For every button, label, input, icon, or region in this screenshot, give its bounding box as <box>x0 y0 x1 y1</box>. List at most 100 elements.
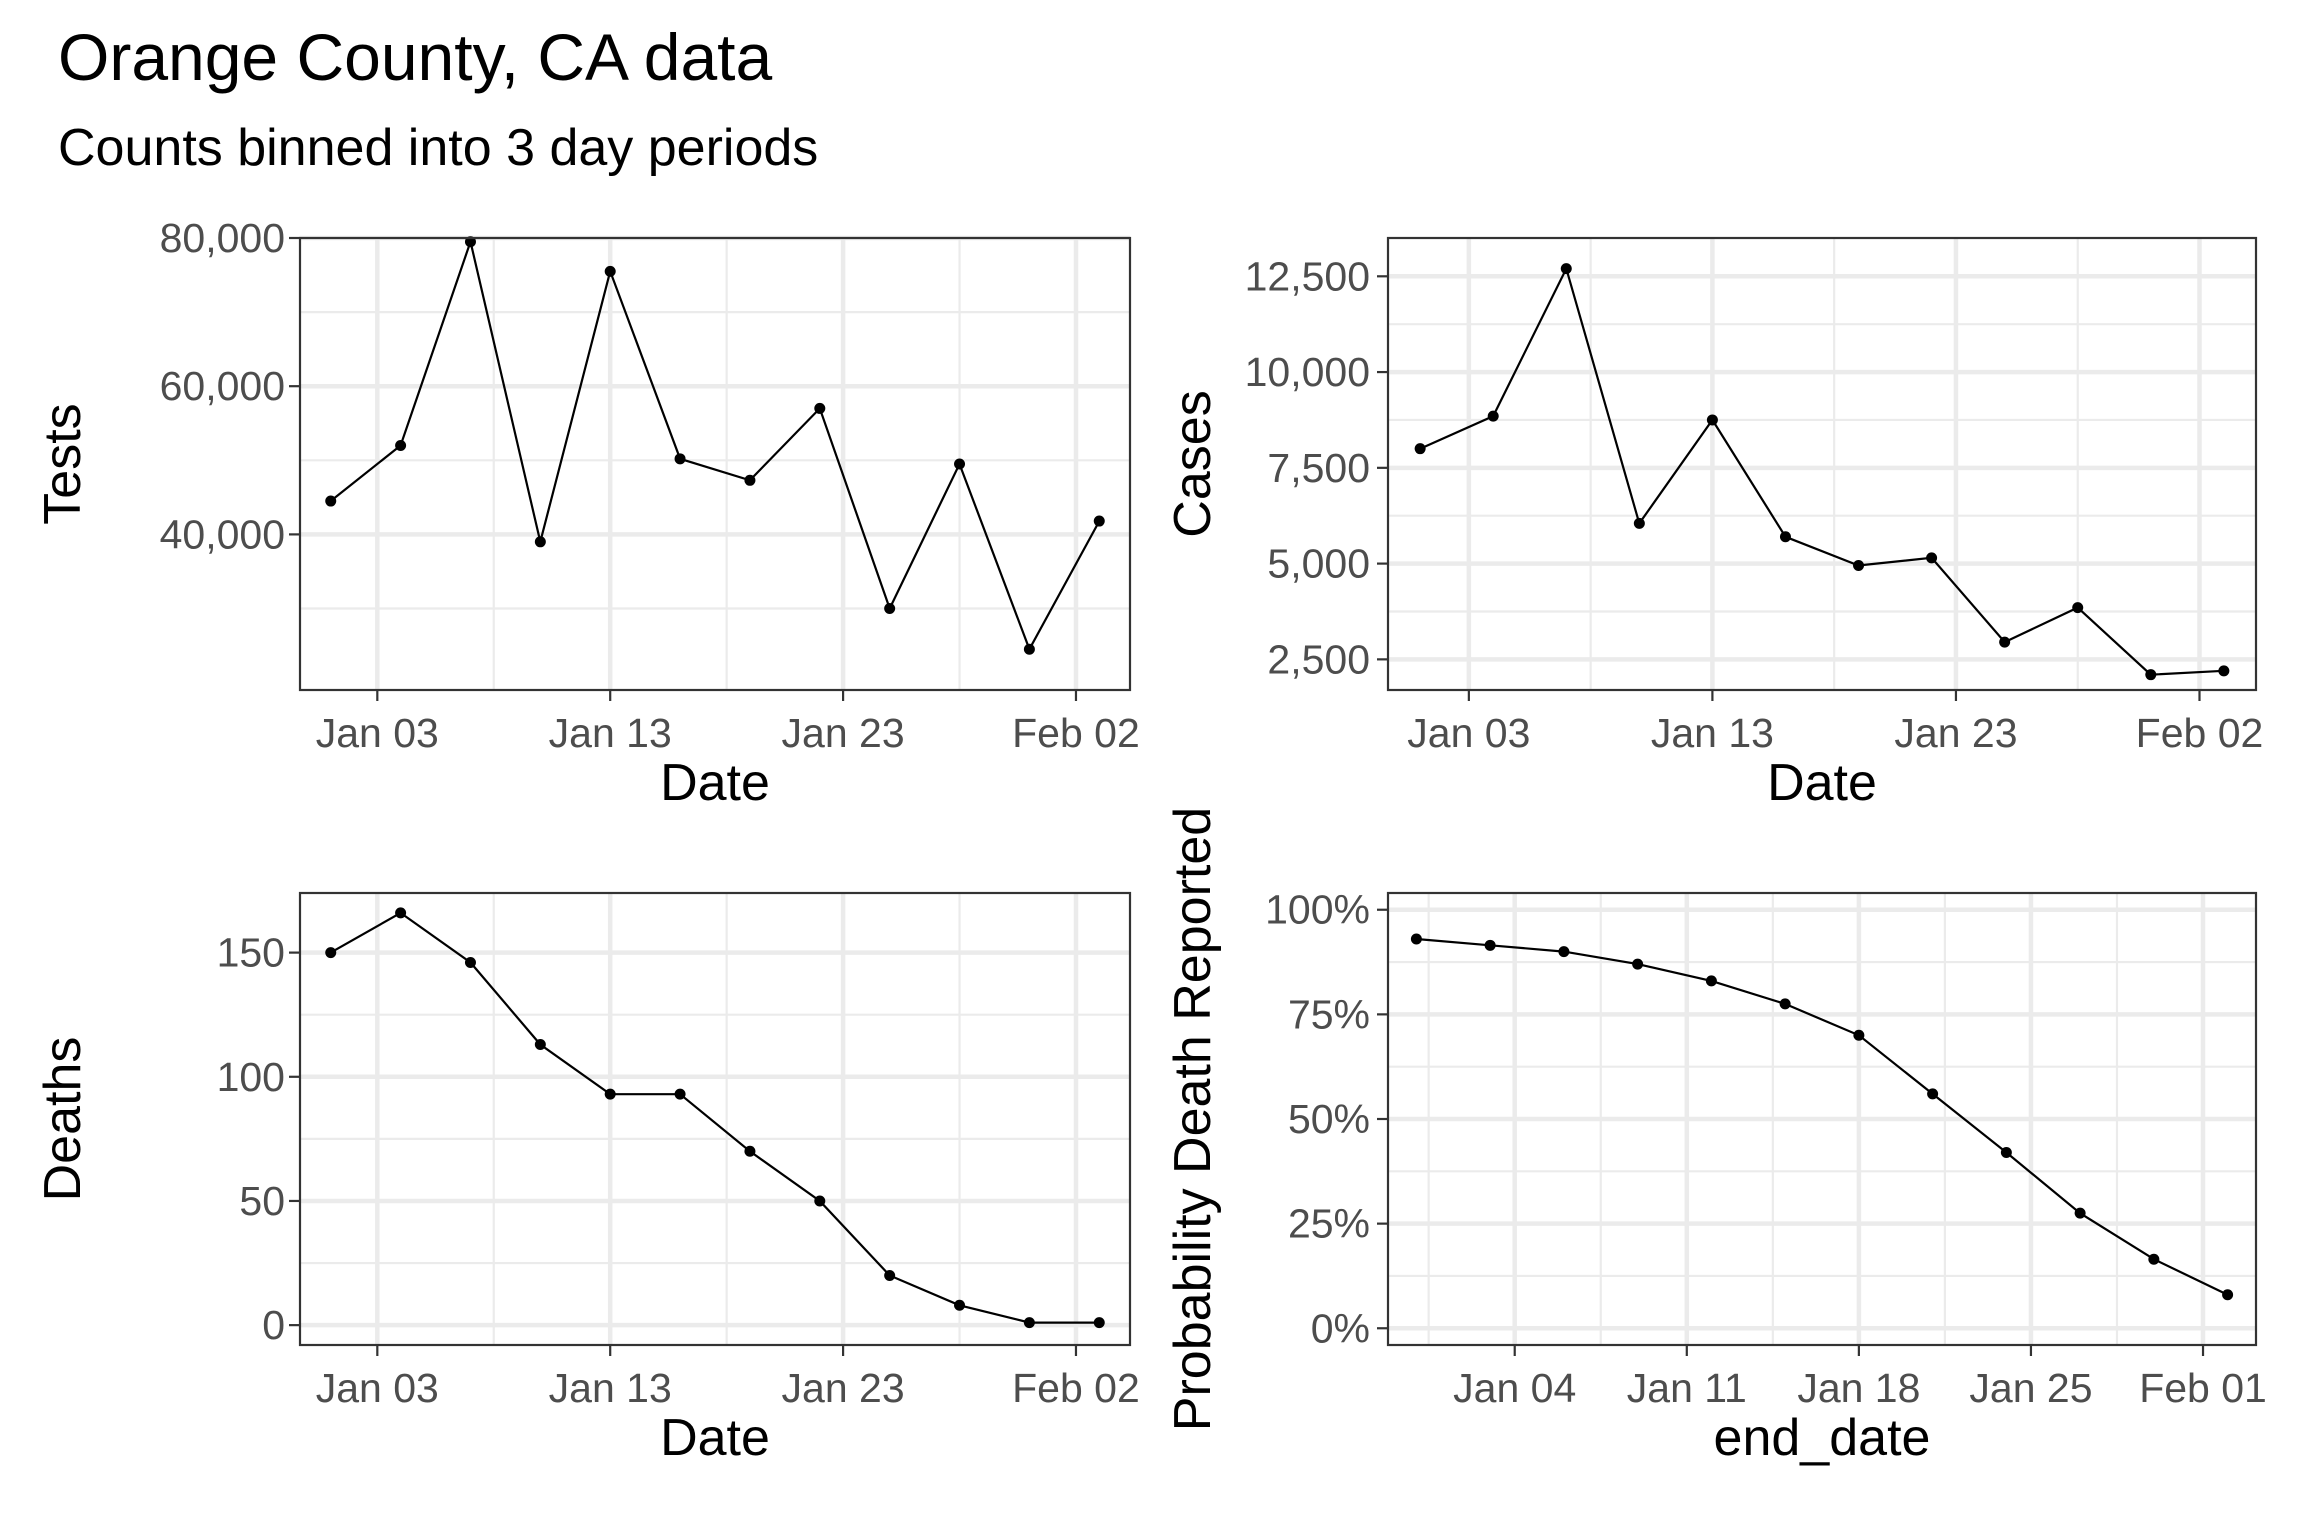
cases-data-point <box>1926 552 1938 564</box>
tests-data-point <box>954 458 966 470</box>
cases-data-point <box>1706 414 1718 426</box>
y-tick-label: 0 <box>262 1302 285 1348</box>
tests-series-line <box>330 237 1101 652</box>
probability-data-point <box>1632 958 1644 970</box>
deaths-data-point <box>1093 1317 1105 1329</box>
probability-y-axis-title: Probability Death Reported <box>1164 807 1222 1431</box>
panels: Jan 03 Jan 13 Jan 23 Feb 02 40,000 60,000 80,0… <box>34 215 2267 1467</box>
x-tick-label: Jan 25 <box>1969 1365 2092 1411</box>
y-tick-label: 5,000 <box>1267 541 1370 587</box>
y-tick-label: 50 <box>239 1178 285 1224</box>
probability-data-point <box>1853 1029 1865 1041</box>
x-tick-label: Jan 23 <box>782 1365 905 1411</box>
cases-data-point <box>1487 410 1499 422</box>
x-tick-label: Jan 13 <box>549 1365 672 1411</box>
deaths-panel: Jan 03 Jan 13 Jan 23 Feb 02 0 50 100 150 Date Dea… <box>34 891 1140 1467</box>
figure-subtitle: Counts binned into 3 day periods <box>58 119 818 177</box>
tests-x-axis-title: Date <box>660 754 770 812</box>
tests-data-point <box>325 495 337 507</box>
deaths-x-axis-title: Date <box>660 1409 770 1467</box>
x-tick-label: Jan 13 <box>549 710 672 756</box>
probability-data-point <box>1927 1088 1939 1100</box>
x-tick-label: Jan 23 <box>1894 710 2017 756</box>
tests-data-point <box>884 602 896 614</box>
probability-data-point <box>2148 1253 2160 1265</box>
x-tick-label: Jan 13 <box>1651 710 1774 756</box>
deaths-y-axis-title: Deaths <box>34 1037 92 1202</box>
tests-data-point <box>1023 643 1035 655</box>
deaths-data-point <box>814 1195 826 1207</box>
cases-data-point <box>2145 669 2157 681</box>
y-tick-label: 2,500 <box>1267 636 1370 682</box>
x-tick-label: Feb 02 <box>2136 710 2264 756</box>
deaths-data-point <box>884 1269 896 1281</box>
probability-data-point <box>1705 975 1717 987</box>
y-tick-label: 10,000 <box>1245 349 1370 395</box>
y-tick-label: 100% <box>1265 887 1370 933</box>
deaths-data-point <box>674 1088 686 1100</box>
probability-panel: Jan 04 Jan 11 Jan 18 Jan 25 Feb 01 0% 25% 50% 75… <box>1164 807 2267 1467</box>
deaths-series-line <box>330 911 1100 1324</box>
deaths-data-point <box>1023 1317 1035 1329</box>
cases-data-point <box>1414 443 1426 455</box>
y-tick-label: 12,500 <box>1245 253 1370 299</box>
deaths-data-point <box>464 957 476 969</box>
x-tick-label: Jan 23 <box>782 710 905 756</box>
tests-data-point <box>744 474 756 486</box>
y-tick-label: 75% <box>1288 991 1370 1037</box>
tests-data-point <box>814 402 826 414</box>
probability-x-axis-title: end_date <box>1714 1409 1931 1467</box>
x-tick-label: Jan 18 <box>1797 1365 1920 1411</box>
y-tick-label: 7,500 <box>1267 445 1370 491</box>
y-tick-label: 50% <box>1288 1096 1370 1142</box>
y-tick-label: 60,000 <box>160 363 285 409</box>
x-tick-label: Jan 03 <box>1407 710 1530 756</box>
cases-data-point <box>1633 517 1645 529</box>
probability-data-point <box>1410 933 1422 945</box>
y-tick-label: 80,000 <box>160 215 285 261</box>
tests-data-point <box>1093 515 1105 527</box>
y-tick-label: 25% <box>1288 1201 1370 1247</box>
y-tick-label: 100 <box>217 1054 285 1100</box>
probability-data-point <box>1779 998 1791 1010</box>
cases-series-line <box>1419 265 2224 676</box>
x-tick-label: Jan 03 <box>316 1365 439 1411</box>
cases-panel: Jan 03 Jan 13 Jan 23 Feb 02 2,500 5,000 7,500 1… <box>1164 236 2264 812</box>
probability-data-point <box>2074 1207 2086 1219</box>
cases-data-point <box>1853 560 1865 572</box>
y-tick-label: 40,000 <box>160 511 285 557</box>
probability-data-point <box>2222 1289 2234 1301</box>
probability-data-point <box>1558 946 1570 958</box>
figure-title: Orange County, CA data <box>58 20 772 94</box>
cases-y-axis-title: Cases <box>1164 390 1222 537</box>
tests-data-point <box>674 453 686 465</box>
cases-data-point <box>1779 531 1791 543</box>
cases-data-point <box>1560 263 1572 275</box>
y-tick-label: 150 <box>217 930 285 976</box>
cases-data-point <box>1999 636 2011 648</box>
probability-series-line <box>1416 937 2229 1296</box>
x-tick-label: Feb 02 <box>1012 710 1140 756</box>
deaths-data-point <box>954 1299 966 1311</box>
deaths-data-point <box>325 947 337 959</box>
deaths-data-point <box>744 1145 756 1157</box>
x-tick-label: Feb 02 <box>1012 1365 1140 1411</box>
deaths-data-point <box>395 907 407 919</box>
cases-data-point <box>2072 602 2084 614</box>
x-tick-label: Jan 03 <box>316 710 439 756</box>
tests-panel: Jan 03 Jan 13 Jan 23 Feb 02 40,000 60,000 80,0… <box>34 215 1140 812</box>
tests-y-axis-title: Tests <box>34 403 92 524</box>
deaths-data-point <box>604 1088 616 1100</box>
tests-data-point <box>395 439 407 451</box>
probability-data-point <box>1484 939 1496 951</box>
deaths-data-point <box>534 1038 546 1050</box>
y-tick-label: 0% <box>1311 1305 1370 1351</box>
cases-data-point <box>2218 665 2230 677</box>
probability-data-point <box>2000 1146 2012 1158</box>
x-tick-label: Feb 01 <box>2139 1365 2267 1411</box>
cases-x-axis-title: Date <box>1767 754 1877 812</box>
x-tick-label: Jan 04 <box>1453 1365 1576 1411</box>
tests-data-point <box>534 536 546 548</box>
deaths-panel-border <box>298 891 1132 1347</box>
